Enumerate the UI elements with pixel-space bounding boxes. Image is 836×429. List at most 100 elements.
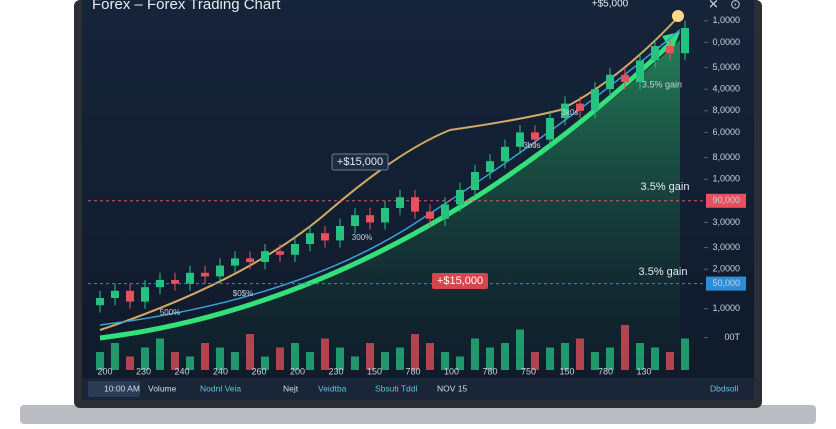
- candle-body: [681, 28, 689, 54]
- x-tick-label: 130: [636, 366, 651, 376]
- volume-bar: [516, 329, 524, 370]
- candle-body: [666, 46, 674, 54]
- volume-bar: [591, 352, 599, 370]
- level-tag: [706, 193, 746, 208]
- toolbar-item[interactable]: Veidtba: [318, 383, 347, 393]
- candle-body: [246, 258, 254, 262]
- annotation-box: [331, 153, 389, 171]
- volume-bar: [621, 325, 629, 370]
- volume-bar: [306, 352, 314, 370]
- annotation: 3.5% gain: [641, 181, 690, 193]
- candle-body: [441, 204, 449, 219]
- candle-body: [636, 60, 644, 82]
- candle-body: [531, 132, 539, 140]
- volume-bar: [501, 343, 509, 370]
- annotation: 3.5% gain: [639, 266, 688, 278]
- candle-body: [351, 215, 359, 226]
- y-tick-label: 6,0000: [712, 127, 740, 137]
- candle-body: [621, 74, 629, 82]
- annotation: 3b0s: [523, 141, 540, 150]
- y-tick-label: 50,000: [712, 278, 740, 288]
- volume-bar: [486, 347, 494, 370]
- volume-bar: [171, 352, 179, 370]
- y-tick-label: 8,0000: [712, 152, 740, 162]
- glow-point: [672, 10, 684, 22]
- toolbar-item[interactable]: 10:00 AM: [104, 383, 140, 393]
- volume-bar: [396, 347, 404, 370]
- settings-icon[interactable]: ⊙: [730, 0, 741, 11]
- volume-bar: [321, 338, 329, 370]
- y-tick-label: 1,0000: [712, 15, 740, 25]
- volume-bar: [186, 356, 194, 370]
- y-tick-label: 90,000: [712, 195, 740, 205]
- volume-bar: [141, 347, 149, 370]
- x-tick-label: 780: [405, 366, 420, 376]
- candle-body: [96, 298, 104, 306]
- laptop-base: [20, 405, 816, 424]
- volume-bar: [681, 338, 689, 370]
- volume-bar: [156, 338, 164, 370]
- toolbar: [82, 378, 754, 400]
- volume-bar: [291, 343, 299, 370]
- candle-body: [381, 208, 389, 223]
- annotation: 3k0s: [562, 108, 579, 117]
- x-tick-label: 240: [213, 366, 228, 376]
- y-tick-label: 5,0000: [712, 62, 740, 72]
- volume-bar: [666, 352, 674, 370]
- toolbar-item[interactable]: NOV 15: [437, 383, 468, 393]
- volume-bar: [546, 347, 554, 370]
- x-tick-label: 150: [559, 366, 574, 376]
- toolbar-item[interactable]: Nejt: [283, 383, 299, 393]
- y-tick-label: 4,0000: [712, 84, 740, 94]
- toolbar-item[interactable]: Sbsuti Tddl: [375, 383, 417, 393]
- candle-body: [651, 46, 659, 61]
- candle-body: [261, 251, 269, 262]
- annotation: +$5,000: [592, 0, 629, 10]
- y-tick-label: 2,0000: [712, 264, 740, 274]
- volume-bar: [336, 347, 344, 370]
- ma-line: [99, 29, 681, 326]
- close-icon[interactable]: ✕: [708, 0, 719, 11]
- volume-bar: [471, 338, 479, 370]
- candle-body: [306, 233, 314, 244]
- volume-bar: [636, 343, 644, 370]
- annotation: $0$%: [233, 289, 253, 298]
- volume-bar: [456, 356, 464, 370]
- annotation: +$15,000: [337, 156, 383, 168]
- annotation: +$15,000: [437, 275, 483, 287]
- candle-body: [156, 280, 164, 288]
- candle-body: [606, 74, 614, 90]
- y-tick-label: 00T: [724, 332, 740, 342]
- y-tick-label: 0,0000: [712, 37, 740, 47]
- candle-body: [321, 233, 329, 241]
- y-tick-label: 1,0000: [712, 303, 740, 313]
- x-tick-label: 100: [444, 366, 459, 376]
- candle-body: [366, 215, 374, 223]
- candle-body: [276, 251, 284, 255]
- candle-body: [111, 290, 119, 298]
- toolbar-item[interactable]: Volume: [148, 383, 177, 393]
- candle-body: [336, 226, 344, 241]
- y-tick-label: 3,0000: [712, 217, 740, 227]
- candle-body: [501, 146, 509, 162]
- volume-bar: [366, 343, 374, 370]
- x-tick-label: 230: [328, 366, 343, 376]
- annotation: 3.5% gain: [642, 79, 682, 89]
- volume-bar: [231, 352, 239, 370]
- candle-body: [291, 244, 299, 255]
- toolbar-button: [88, 381, 140, 397]
- volume-bar: [261, 356, 269, 370]
- candle-body: [561, 103, 569, 118]
- volume-bar: [351, 356, 359, 370]
- candle-body: [591, 89, 599, 111]
- toolbar-item[interactable]: Nodnl Veia: [200, 383, 241, 393]
- candle-body: [456, 190, 464, 205]
- toolbar-item[interactable]: Dbdsoll: [710, 383, 738, 393]
- candle-body: [126, 290, 134, 302]
- annotation-box: [432, 273, 488, 289]
- volume-bar: [201, 343, 209, 370]
- candle-body: [576, 103, 584, 111]
- x-tick-label: 260: [251, 366, 266, 376]
- volume-bar: [426, 343, 434, 370]
